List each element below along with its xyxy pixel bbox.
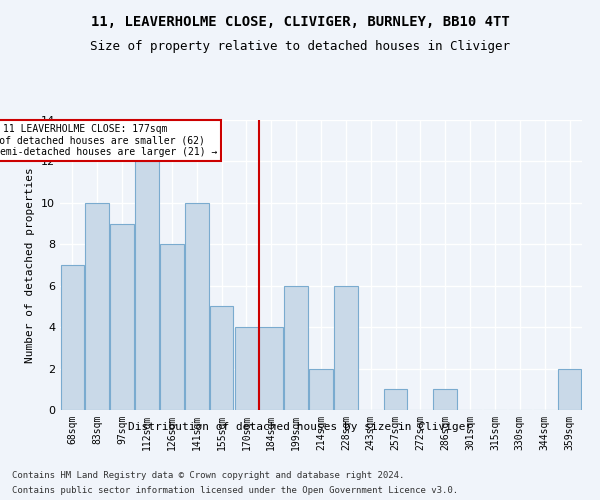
Bar [210,306,233,410]
Bar [259,327,283,410]
Text: 11 LEAVERHOLME CLOSE: 177sqm
← 75% of detached houses are smaller (62)
25% of se: 11 LEAVERHOLME CLOSE: 177sqm ← 75% of de… [0,124,217,158]
Bar [384,390,407,410]
Text: Distribution of detached houses by size in Cliviger: Distribution of detached houses by size … [128,422,472,432]
Y-axis label: Number of detached properties: Number of detached properties [25,167,35,363]
Bar [61,265,84,410]
Bar [160,244,184,410]
Bar [135,162,159,410]
Text: Size of property relative to detached houses in Cliviger: Size of property relative to detached ho… [90,40,510,53]
Bar [284,286,308,410]
Bar [309,368,333,410]
Bar [433,390,457,410]
Bar [85,203,109,410]
Bar [235,327,258,410]
Text: Contains HM Land Registry data © Crown copyright and database right 2024.: Contains HM Land Registry data © Crown c… [12,471,404,480]
Bar [334,286,358,410]
Text: Contains public sector information licensed under the Open Government Licence v3: Contains public sector information licen… [12,486,458,495]
Bar [558,368,581,410]
Bar [110,224,134,410]
Text: 11, LEAVERHOLME CLOSE, CLIVIGER, BURNLEY, BB10 4TT: 11, LEAVERHOLME CLOSE, CLIVIGER, BURNLEY… [91,15,509,29]
Bar [185,203,209,410]
